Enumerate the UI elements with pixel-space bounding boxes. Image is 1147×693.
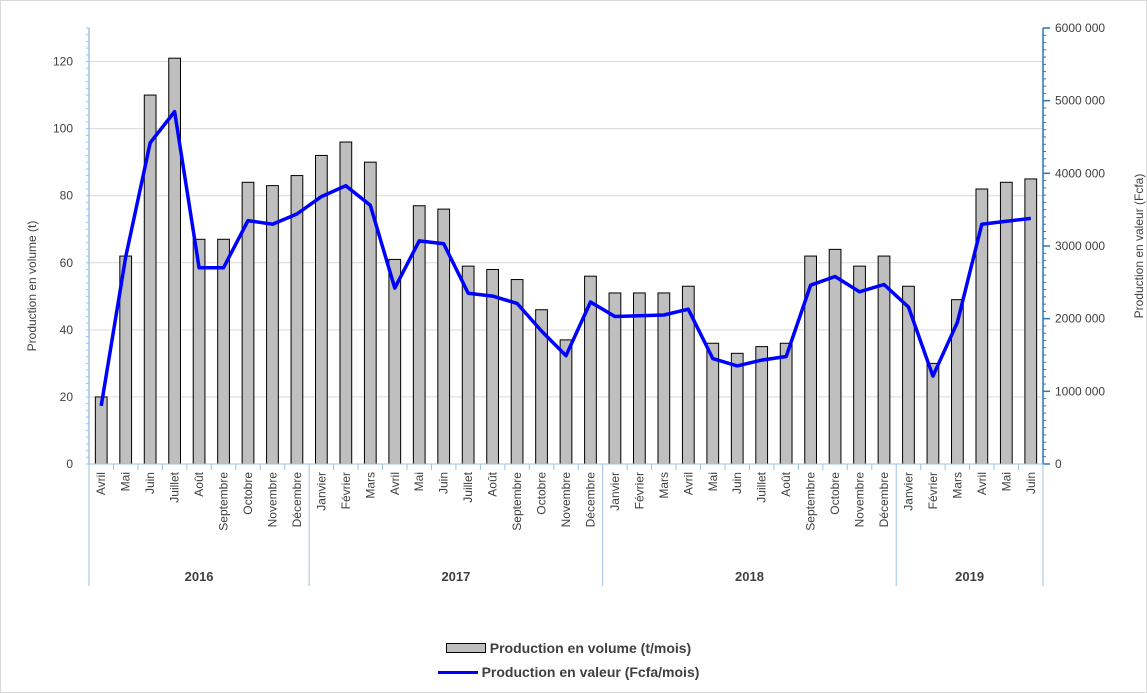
x-tick-label: Novembre — [559, 472, 573, 528]
bar — [608, 292, 622, 465]
x-tick-label: Juin — [437, 472, 451, 494]
y-tick-left: 0 — [66, 457, 73, 471]
legend-swatch-valeur — [437, 670, 478, 674]
x-tick-label: Décembre — [583, 472, 597, 528]
bar — [1024, 178, 1038, 465]
x-tick-label: Juin — [143, 472, 157, 494]
x-tick-label: Octobre — [241, 472, 255, 515]
bar — [290, 175, 304, 465]
bar — [853, 265, 866, 465]
x-tick-label: Mai — [412, 472, 426, 491]
y-axis-left-title: Production en volume (t) — [25, 221, 39, 352]
bar — [217, 238, 230, 465]
bar — [266, 185, 279, 465]
x-tick-label: Août — [486, 471, 500, 496]
x-tick-label: Janvier — [314, 472, 328, 511]
x-tick-label: Avril — [94, 472, 108, 495]
y-tick-left: 20 — [60, 390, 74, 404]
x-tick-label: Février — [632, 472, 646, 509]
x-tick-label: Décembre — [290, 472, 304, 528]
bar — [461, 265, 475, 465]
x-tick-label: Mars — [657, 472, 671, 499]
bar — [559, 339, 573, 465]
y-tick-left: 60 — [60, 256, 74, 270]
x-tick-label: Juillet — [461, 471, 475, 502]
x-tick-label: Avril — [388, 472, 402, 495]
legend-label-volume: Production en volume (t/mois) — [489, 640, 692, 656]
x-tick-label: Août — [192, 471, 206, 496]
bar — [315, 154, 328, 465]
bar — [926, 362, 940, 465]
y-tick-right: 5000 000 — [1055, 94, 1105, 108]
x-tick-label: Septembre — [804, 472, 818, 531]
year-label: 2018 — [735, 569, 764, 584]
bar — [94, 396, 108, 465]
y-tick-left: 80 — [60, 189, 74, 203]
y-tick-right: 6000 000 — [1055, 21, 1105, 35]
x-tick-label: Septembre — [217, 472, 231, 531]
legend-item-volume: Production en volume (t/mois) — [445, 636, 692, 660]
x-tick-label: Janvier — [901, 472, 915, 511]
bar — [902, 285, 915, 465]
bar — [828, 248, 842, 465]
bar — [241, 181, 255, 465]
y-tick-right: 3000 000 — [1055, 239, 1105, 253]
bar — [755, 346, 769, 465]
x-tick-label: Janvier — [608, 472, 622, 511]
x-tick-label: Juin — [1024, 472, 1038, 494]
y-tick-right: 1000 000 — [1055, 384, 1105, 398]
x-tick-label: Février — [339, 472, 353, 509]
bar — [388, 258, 402, 465]
x-tick-label: Mai — [706, 472, 720, 491]
x-tick-label: Mars — [950, 472, 964, 499]
legend-swatch-volume — [445, 643, 486, 653]
y-tick-right: 4000 000 — [1055, 166, 1105, 180]
x-tick-label: Avril — [975, 472, 989, 495]
bar — [657, 292, 671, 465]
x-tick-label: Novembre — [265, 472, 279, 528]
y-tick-right: 2000 000 — [1055, 312, 1105, 326]
bar — [633, 292, 646, 465]
x-tick-label: Juillet — [168, 471, 182, 502]
x-tick-label: Décembre — [877, 472, 891, 528]
x-tick-label: Mars — [363, 472, 377, 499]
y-axis-right-title: Production en valeur (Fcfa) — [1132, 174, 1146, 319]
x-tick-label: Août — [779, 471, 793, 496]
x-tick-label: Avril — [681, 472, 695, 495]
year-label: 2016 — [185, 569, 214, 584]
x-tick-label: Septembre — [510, 472, 524, 531]
x-tick-label: Février — [926, 472, 940, 509]
x-tick-label: Mai — [999, 472, 1013, 491]
legend-item-valeur: Production en valeur (Fcfa/mois) — [437, 660, 700, 684]
bar — [999, 181, 1013, 465]
x-tick-label: Novembre — [853, 472, 867, 528]
x-tick-label: Juin — [730, 472, 744, 494]
line-series-valeur — [99, 109, 1032, 407]
year-label: 2017 — [441, 569, 470, 584]
bar — [730, 352, 744, 465]
y-tick-right: 0 — [1055, 457, 1062, 471]
y-tick-left: 120 — [53, 55, 73, 69]
bar — [192, 238, 206, 465]
y-tick-left: 100 — [53, 122, 73, 136]
x-tick-label: Juillet — [755, 471, 769, 502]
chart-svg: 0 20 40 60 80 100 120 0 1000 000 2000 000 3000 000… — [25, 21, 1146, 586]
bar — [779, 342, 793, 465]
x-tick-label: Octobre — [828, 472, 842, 515]
legend-label-valeur: Production en valeur (Fcfa/mois) — [481, 664, 700, 680]
x-tick-label: Mai — [119, 472, 133, 491]
legend: Production en volume (t/mois) Production… — [0, 636, 1147, 684]
x-tick-label: Octobre — [535, 472, 549, 515]
year-label: 2019 — [955, 569, 984, 584]
y-tick-left: 40 — [60, 323, 74, 337]
